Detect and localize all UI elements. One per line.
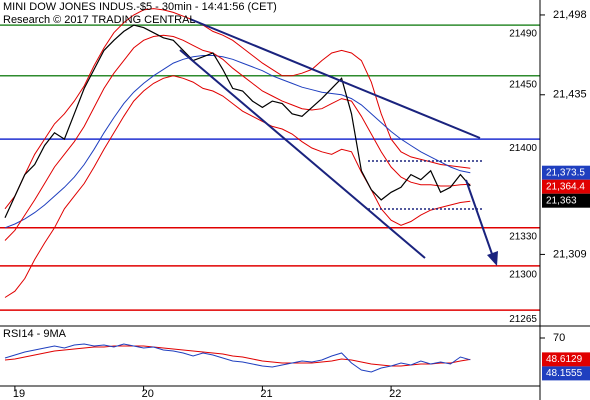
arrow-shaft — [465, 179, 493, 255]
chart-title: MINI DOW JONES INDUS.-$5 - 30min - 14:41… — [3, 1, 277, 13]
price-tag — [542, 352, 590, 367]
level-label: 21300 — [509, 269, 537, 280]
plot-area — [0, 8, 540, 373]
price-tag-label: 21,363 — [546, 195, 577, 206]
chart-subtitle: Research © 2017 TRADING CENTRAL — [3, 14, 196, 26]
series-line — [4, 24, 471, 218]
level-label: 21400 — [509, 143, 537, 154]
arrow-head — [487, 251, 498, 266]
price-tag-label: 21,364.4 — [546, 181, 585, 192]
price-tag — [542, 366, 590, 381]
level-label: 21490 — [509, 29, 537, 40]
series-line — [4, 75, 471, 298]
price-tag — [542, 193, 590, 208]
y-tick-label: 21,309 — [553, 248, 587, 260]
level-label: 21450 — [509, 79, 537, 90]
level-label: 21330 — [509, 231, 537, 242]
price-tag-label: 48.1555 — [546, 368, 583, 379]
indicator-title: RSI14 - 9MA — [3, 328, 67, 340]
y-tick-label: 21,498 — [553, 9, 587, 21]
series-line — [4, 55, 471, 229]
price-tag — [542, 165, 590, 180]
series-line — [4, 34, 471, 241]
price-tag-label: 21,373.5 — [546, 167, 585, 178]
x-tick-label: 20 — [142, 388, 154, 400]
annotations — [179, 18, 498, 266]
x-tick-label: 22 — [389, 388, 401, 400]
x-tick-label: 21 — [260, 388, 272, 400]
price-tag-label: 48.6129 — [546, 354, 583, 365]
y-tick-label: 70 — [553, 332, 565, 344]
level-label: 21265 — [509, 314, 537, 325]
x-tick-label: 19 — [13, 388, 25, 400]
series-line — [4, 343, 471, 373]
y-tick-label: 21,435 — [553, 89, 587, 101]
series-line — [4, 8, 471, 210]
price-tag — [542, 179, 590, 194]
trend-line — [179, 49, 426, 259]
trend-line — [189, 18, 481, 139]
